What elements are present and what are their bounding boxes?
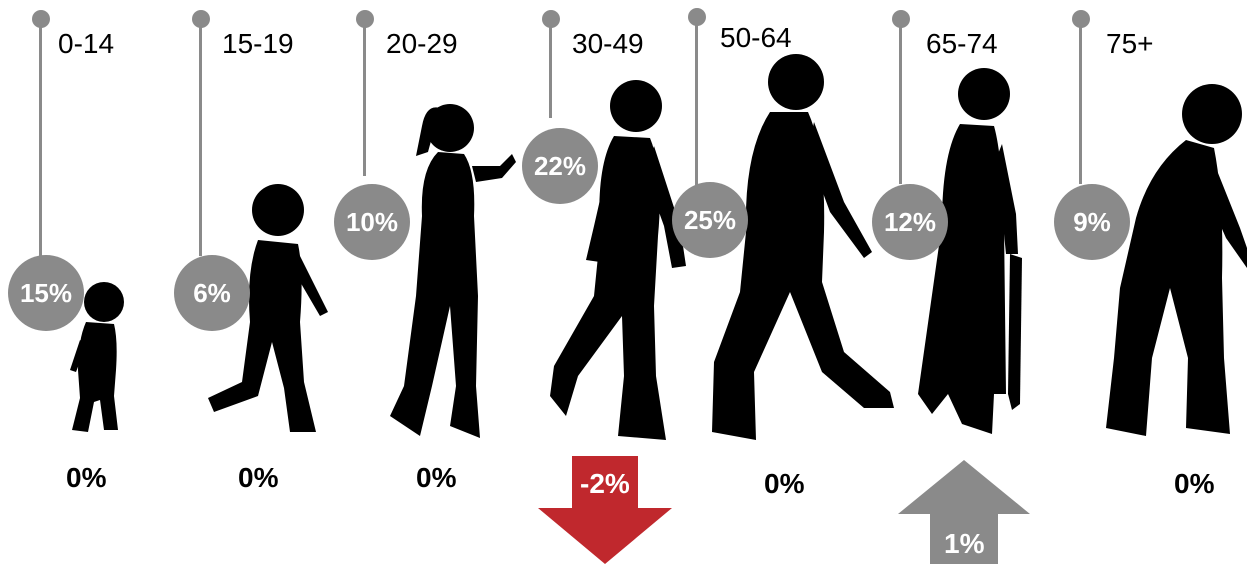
- share-bubble: 9%: [1054, 184, 1130, 260]
- age-group-30-49: 30-49 22% -2%: [512, 0, 690, 565]
- pin-line: [549, 26, 552, 118]
- age-group-75-plus: 75+ 9% 0%: [1050, 0, 1247, 565]
- elderly-woman-silhouette-icon: [918, 68, 1022, 434]
- change-label: -2%: [580, 468, 630, 499]
- age-label: 65-74: [926, 28, 998, 59]
- share-bubble: 15%: [8, 255, 84, 331]
- walking-man-silhouette-icon: [712, 54, 894, 440]
- age-group-65-74: 65-74 12% 1%: [868, 0, 1046, 565]
- pin-dot: [192, 10, 210, 28]
- pin-line: [1079, 26, 1082, 184]
- age-label: 20-29: [386, 28, 458, 59]
- pin-line: [199, 26, 202, 256]
- pin-dot: [356, 10, 374, 28]
- man-silhouette-icon: [550, 80, 686, 440]
- young-woman-silhouette-icon: [390, 104, 516, 438]
- decrease-arrow-icon: [538, 456, 672, 564]
- change-label: 0%: [1174, 468, 1215, 499]
- increase-arrow-icon: [898, 460, 1030, 564]
- pin-dot: [32, 10, 50, 28]
- change-label: 0%: [238, 462, 279, 493]
- pin-dot: [1072, 10, 1090, 28]
- age-label: 15-19: [222, 28, 294, 59]
- age-group-0-14: 0-14 15% 0%: [0, 0, 178, 565]
- elderly-man-silhouette-icon: [1106, 84, 1247, 436]
- pin-line: [39, 26, 42, 256]
- age-label: 0-14: [58, 28, 115, 59]
- age-group-50-64: 50-64 25% 0%: [666, 0, 894, 565]
- toddler-silhouette-icon: [70, 282, 124, 432]
- share-bubble: 22%: [522, 128, 598, 204]
- change-label: 0%: [66, 462, 107, 493]
- share-bubble: 25%: [672, 182, 748, 258]
- age-group-20-29: 20-29 10% 0%: [330, 0, 516, 565]
- change-label: 1%: [944, 528, 985, 559]
- pin-line: [363, 26, 366, 176]
- age-label: 75+: [1106, 28, 1154, 59]
- age-label: 50-64: [720, 22, 792, 53]
- pin-line: [695, 24, 698, 194]
- pin-dot: [542, 10, 560, 28]
- age-label: 30-49: [572, 28, 644, 59]
- pin-dot: [688, 8, 706, 26]
- child-silhouette-icon: [208, 184, 328, 432]
- age-group-15-19: 15-19 6% 0%: [160, 0, 338, 565]
- share-bubble: 6%: [174, 255, 250, 331]
- share-bubble: 12%: [872, 184, 948, 260]
- pin-dot: [892, 10, 910, 28]
- pin-line: [899, 26, 902, 184]
- share-bubble: 10%: [334, 184, 410, 260]
- change-label: 0%: [764, 468, 805, 499]
- change-label: 0%: [416, 462, 457, 493]
